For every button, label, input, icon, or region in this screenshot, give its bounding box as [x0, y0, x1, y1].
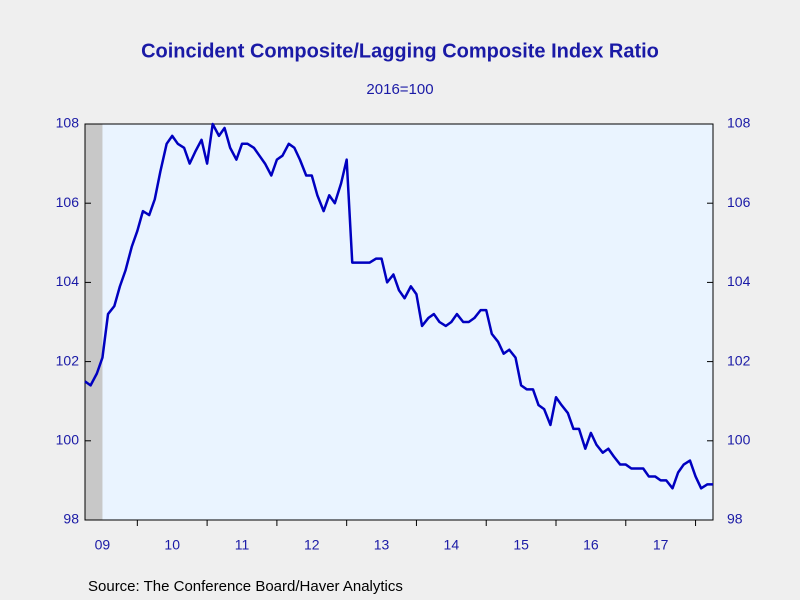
y2-tick-label: 98 — [727, 511, 743, 527]
plot-border — [84, 123, 714, 521]
chart-subtitle: 2016=100 — [366, 81, 433, 98]
series-line — [84, 122, 713, 490]
y2-tick-label: 108 — [727, 115, 751, 131]
source-note: Source: The Conference Board/Haver Analy… — [88, 578, 403, 595]
x-tick-label: 14 — [444, 537, 460, 553]
x-tick-label: 09 — [95, 537, 111, 553]
recession-band — [85, 124, 103, 520]
x-tick-label: 12 — [304, 537, 320, 553]
y-tick-label: 106 — [56, 194, 80, 210]
y-tick-label: 98 — [63, 511, 79, 527]
x-tick-label: 13 — [374, 537, 390, 553]
y-tick-label: 104 — [56, 273, 80, 289]
y-tick-label: 102 — [56, 352, 80, 368]
x-tick-label: 16 — [583, 537, 599, 553]
y-tick-label: 100 — [56, 432, 80, 448]
x-tick-label: 17 — [653, 537, 669, 553]
y2-tick-label: 104 — [727, 273, 751, 289]
y-tick-label: 108 — [56, 115, 80, 131]
y2-tick-label: 100 — [727, 432, 751, 448]
y2-tick-label: 106 — [727, 194, 751, 210]
x-tick-label: 10 — [164, 537, 180, 553]
plot-area — [85, 124, 713, 520]
y2-tick-label: 102 — [727, 352, 751, 368]
x-tick-label: 11 — [235, 537, 250, 553]
x-tick-label: 15 — [513, 537, 529, 553]
chart-title: Coincident Composite/Lagging Composite I… — [141, 40, 659, 62]
